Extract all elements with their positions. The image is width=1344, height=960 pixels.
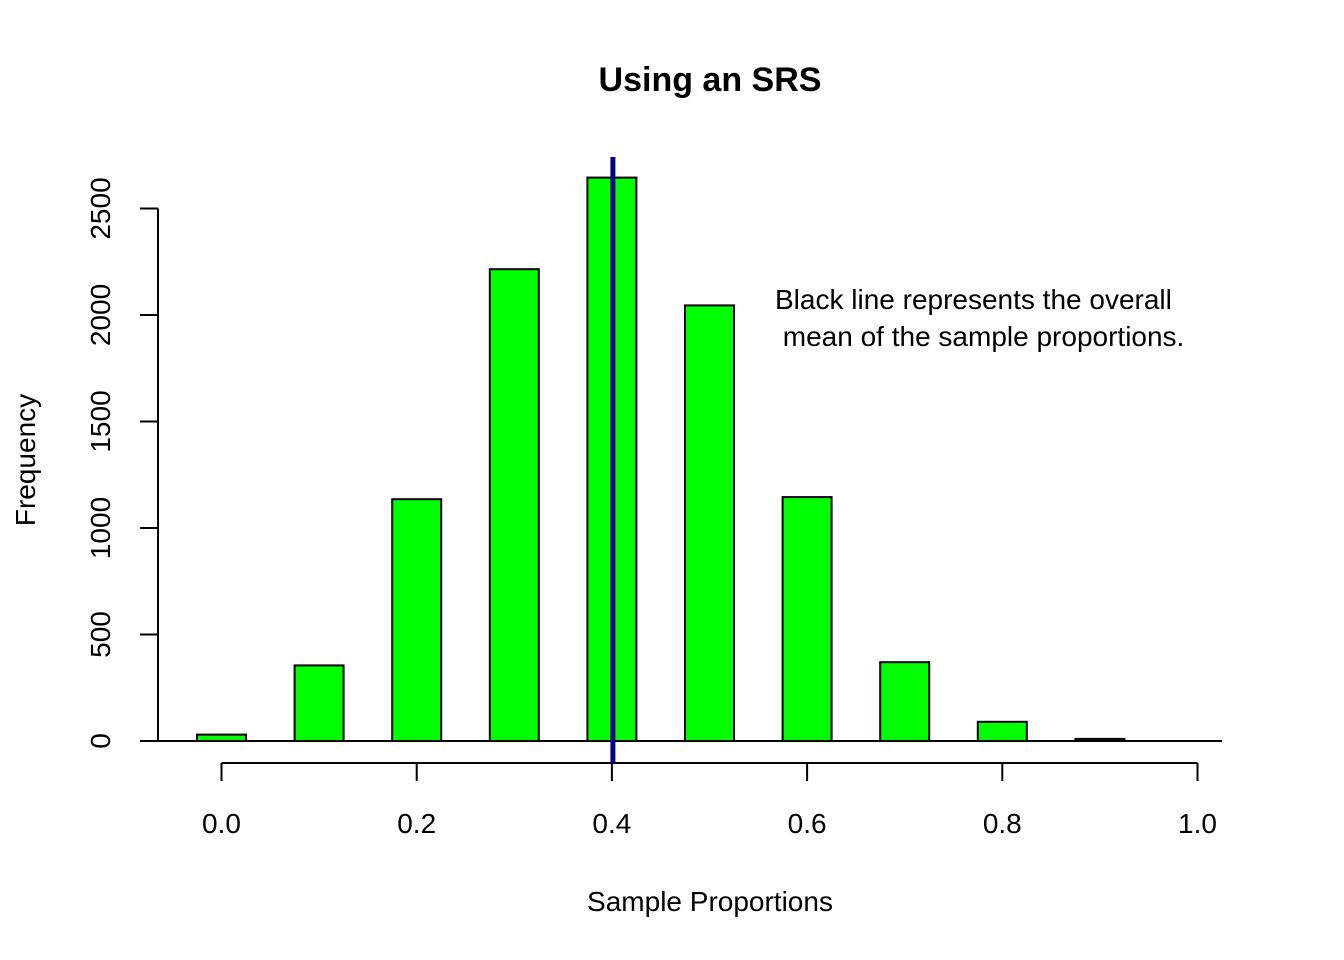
bar-0.9 bbox=[1074, 737, 1126, 743]
x-tick-label: 0.2 bbox=[397, 808, 436, 839]
bars-group bbox=[196, 176, 1126, 743]
annotation-line-1: Black line represents the overall bbox=[775, 284, 1172, 315]
bar-0.2 bbox=[391, 498, 443, 743]
y-tick-label: 2500 bbox=[85, 177, 116, 239]
bar-0.0 bbox=[196, 733, 247, 742]
x-axis-label: Sample Proportions bbox=[587, 886, 833, 917]
x-tick-label: 1.0 bbox=[1178, 808, 1217, 839]
bar-0.8 bbox=[976, 720, 1028, 742]
x-axis: 0.0 0.2 0.4 0.6 0.8 1.0 bbox=[202, 762, 1217, 839]
y-tick-label: 500 bbox=[85, 611, 116, 658]
y-tick-label: 2000 bbox=[85, 284, 116, 346]
y-tick-label: 1500 bbox=[85, 390, 116, 452]
x-tick-label: 0.6 bbox=[788, 808, 827, 839]
bar-0.5 bbox=[684, 304, 735, 742]
bar-0.7 bbox=[879, 661, 931, 743]
chart-title: Using an SRS bbox=[599, 61, 822, 99]
bar-0.3 bbox=[488, 268, 540, 742]
y-axis: 0 500 1000 1500 2000 2500 bbox=[85, 177, 159, 749]
annotation-line-2: mean of the sample proportions. bbox=[775, 321, 1184, 352]
y-tick-label: 1000 bbox=[85, 497, 116, 559]
y-tick-label: 0 bbox=[85, 733, 116, 749]
x-tick-label: 0.4 bbox=[592, 808, 631, 839]
y-axis-label: Frequency bbox=[10, 394, 41, 526]
bar-0.1 bbox=[293, 664, 345, 743]
x-tick-label: 0.8 bbox=[983, 808, 1022, 839]
bar-0.6 bbox=[781, 496, 833, 742]
x-tick-label: 0.0 bbox=[202, 808, 241, 839]
